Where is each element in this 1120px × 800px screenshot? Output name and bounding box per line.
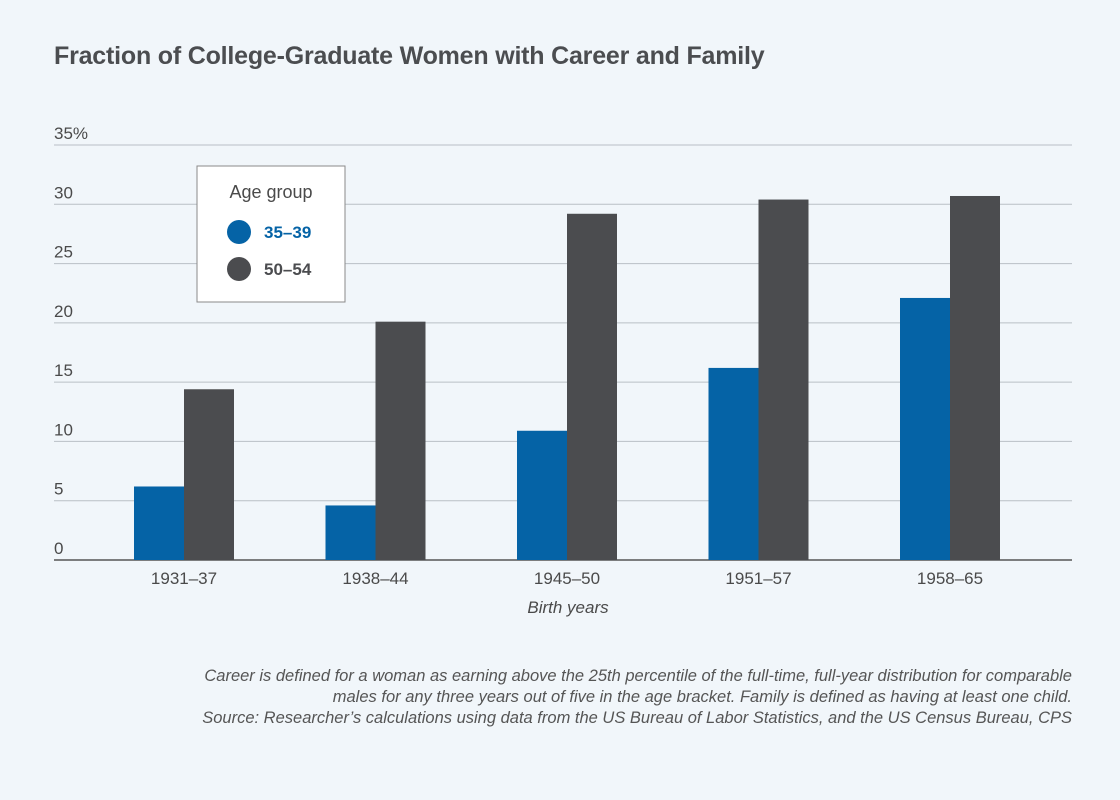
y-tick-label: 30 — [54, 183, 73, 202]
footnote: Career is defined for a woman as earning… — [72, 666, 1072, 729]
footnote-line: Source: Researcher’s calculations using … — [202, 709, 1072, 727]
footnote-line: males for any three years out of five in… — [332, 688, 1072, 706]
x-tick-label: 1945–50 — [534, 569, 600, 588]
legend-title: Age group — [229, 182, 312, 202]
chart-title: Fraction of College-Graduate Women with … — [54, 42, 765, 70]
y-tick-label: 0 — [54, 539, 63, 558]
y-tick-label: 5 — [54, 480, 63, 499]
y-tick-label: 25 — [54, 243, 73, 262]
x-axis-ticks: 1931–37 1938–44 1945–50 1951–57 1958–65 — [151, 569, 983, 588]
y-axis-ticks: 0 5 10 15 20 25 30 35% — [54, 124, 88, 558]
legend-box — [196, 165, 346, 303]
bar-35–39-1931–37 — [134, 486, 184, 560]
bar-50–54-1945–50 — [567, 213, 617, 560]
bar-35–39-1951–57 — [708, 367, 759, 560]
legend-label: 50–54 — [264, 260, 312, 279]
x-tick-label: 1951–57 — [725, 569, 791, 588]
x-tick-label: 1938–44 — [342, 569, 408, 588]
bar-35–39-1958–65 — [900, 297, 950, 560]
bar-chart: 0 5 10 15 20 25 30 35% 1931–37 1938–44 1945–50 195… — [54, 124, 1072, 617]
x-tick-label: 1958–65 — [917, 569, 983, 588]
legend: Age group 35–39 50–54 — [196, 165, 346, 303]
x-axis-title: Birth years — [527, 598, 609, 617]
legend-label: 35–39 — [264, 223, 311, 242]
legend-items: 35–39 50–54 — [227, 220, 312, 281]
bar-50–54-1938–44 — [375, 321, 426, 560]
bars — [134, 195, 1000, 561]
y-tick-label: 35% — [54, 124, 88, 143]
bar-35–39-1938–44 — [325, 505, 376, 560]
bar-50–54-1931–37 — [184, 389, 234, 560]
bar-50–54-1951–57 — [758, 199, 809, 561]
bar-50–54-1958–65 — [950, 195, 1000, 560]
y-tick-label: 15 — [54, 361, 73, 380]
bar-35–39-1945–50 — [517, 430, 567, 560]
footnote-line: Career is defined for a woman as earning… — [204, 667, 1072, 685]
x-tick-label: 1931–37 — [151, 569, 217, 588]
legend-swatch — [227, 220, 251, 244]
legend-swatch — [227, 257, 251, 281]
y-tick-label: 10 — [54, 420, 73, 439]
y-tick-label: 20 — [54, 302, 73, 321]
